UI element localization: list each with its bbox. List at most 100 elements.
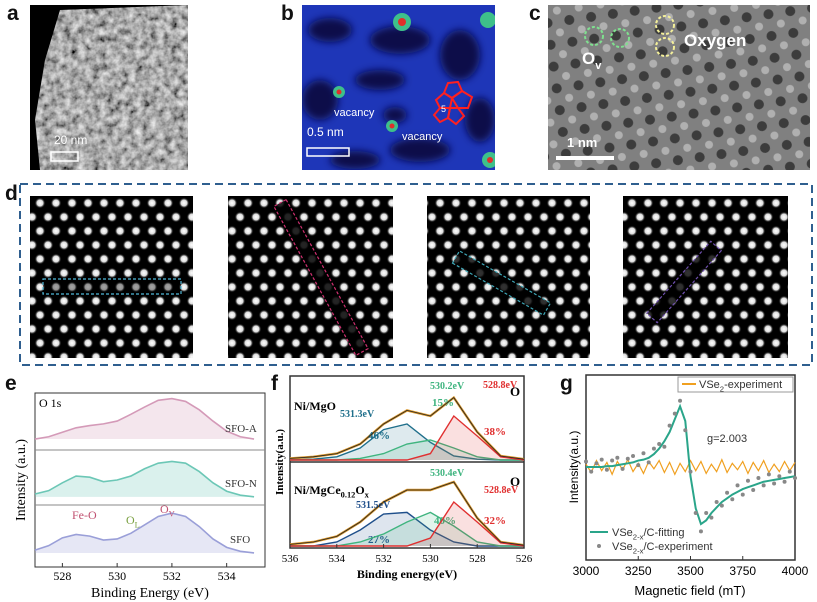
- data-point: [730, 497, 735, 502]
- subplot-title: Ni/MgO: [294, 399, 336, 413]
- data-point: [777, 474, 782, 479]
- peak-label: 528.8eV: [484, 485, 519, 496]
- text-part: /C-fitting: [643, 527, 684, 539]
- peak-label: 530.4eV: [430, 468, 465, 479]
- x-tick-label: 3000: [573, 564, 600, 578]
- area: [35, 513, 255, 553]
- data-point: [740, 492, 745, 497]
- peak-label: 528.8eV: [483, 380, 518, 391]
- x-tick-label: 4000: [782, 564, 809, 578]
- chart-title: O 1s: [39, 396, 62, 410]
- x-tick-label: 536: [282, 553, 299, 565]
- text-part: O: [126, 513, 135, 527]
- text-part: /C-experiment: [643, 541, 712, 553]
- data-point: [657, 442, 662, 446]
- peak-percent: 46%: [368, 430, 390, 442]
- x-tick-label: 528: [469, 553, 486, 565]
- annotation: OV: [160, 502, 175, 519]
- data-point: [610, 458, 615, 463]
- annotation: OL: [126, 513, 140, 530]
- data-point: [672, 411, 677, 416]
- scale-bar-label: 20 nm: [54, 133, 87, 147]
- data-point: [631, 453, 636, 458]
- scale-bar: [306, 147, 350, 157]
- panel-label: b: [281, 2, 294, 25]
- peak-area: [290, 440, 524, 460]
- legend-entry: VSe2-x/C-fitting: [612, 527, 684, 541]
- text-part: Ni/MgCe: [294, 483, 341, 497]
- panel-label: f: [271, 372, 279, 395]
- x-axis-label: Binding energy(eV): [357, 567, 457, 581]
- vacancy-row: [273, 198, 369, 357]
- annotation-subscript: v: [595, 60, 602, 72]
- panel-label: d: [5, 182, 18, 205]
- panel-label: e: [5, 372, 17, 395]
- annotation: Oxygen: [684, 31, 746, 50]
- subscript: x: [365, 491, 370, 500]
- subscript: 2-x: [633, 532, 644, 541]
- data-point: [709, 515, 714, 520]
- peak-area: [290, 416, 524, 460]
- data-point: [615, 455, 620, 460]
- data-point: [594, 461, 599, 466]
- fit-peak: [289, 423, 524, 461]
- x-tick-label: 530: [422, 553, 439, 565]
- peak-area: [290, 502, 524, 546]
- peak-percent: 38%: [484, 426, 506, 438]
- panel-a: 20 nm a: [7, 2, 188, 170]
- data-point: [698, 529, 703, 534]
- peak-area: [290, 512, 524, 546]
- panel-label: a: [7, 2, 19, 25]
- x-tick-label: 528: [53, 569, 71, 583]
- scale-bar: [50, 151, 79, 162]
- annotation-text: O: [582, 49, 595, 68]
- legend-entry: VSe2-x/C-experiment: [612, 541, 713, 555]
- x-tick-label: 530: [108, 569, 126, 583]
- data-point: [641, 451, 646, 456]
- text-part: VSe: [612, 541, 633, 553]
- element-label: O: [510, 384, 520, 399]
- subscript: 2: [720, 384, 724, 393]
- spectrum: [34, 512, 255, 554]
- x-tick-label: 3500: [677, 564, 704, 578]
- data-point: [646, 460, 651, 465]
- fit-peak: [290, 414, 525, 461]
- data-point: [756, 476, 761, 481]
- x-tick-label: 3750: [729, 564, 756, 578]
- annotation: Fe-O: [72, 508, 97, 522]
- subplot-title: Ni/MgCe0.12Ox: [294, 483, 370, 500]
- data-point: [725, 490, 730, 495]
- annotation: vacancy: [334, 107, 375, 119]
- scale-bar-label: 1 nm: [567, 135, 597, 150]
- spectrum: [34, 460, 255, 498]
- data-point: [584, 459, 588, 464]
- element-label: O: [510, 474, 520, 489]
- annotation: vacancy: [402, 131, 443, 143]
- data-point: [683, 428, 688, 433]
- vacancy-row: [645, 240, 723, 324]
- data-point: [667, 423, 672, 428]
- plot-frame-e: [34, 392, 266, 568]
- stem-image: [548, 5, 810, 170]
- text-part: O: [355, 483, 364, 497]
- data-point: [782, 479, 787, 484]
- simulated-image: [30, 196, 193, 358]
- data-point: [678, 398, 683, 403]
- peak-percent: 15%: [432, 397, 454, 409]
- peak-area: [290, 424, 524, 460]
- data-point: [714, 499, 719, 504]
- x-tick-label: 3250: [625, 564, 652, 578]
- x-tick-label: 532: [163, 569, 181, 583]
- simulated-image: [623, 196, 788, 358]
- y-axis-label: Intensity(a.u.): [274, 429, 286, 495]
- subscript: 0.12: [341, 491, 356, 500]
- data-point: [688, 469, 693, 474]
- data-point: [625, 456, 630, 461]
- signal: [586, 403, 796, 526]
- data-point: [620, 466, 625, 471]
- series-label: SFO-N: [225, 478, 257, 490]
- peak-area: [290, 512, 524, 546]
- x-axis-label: Binding Energy (eV): [91, 586, 209, 601]
- text-part: VSe: [612, 527, 633, 539]
